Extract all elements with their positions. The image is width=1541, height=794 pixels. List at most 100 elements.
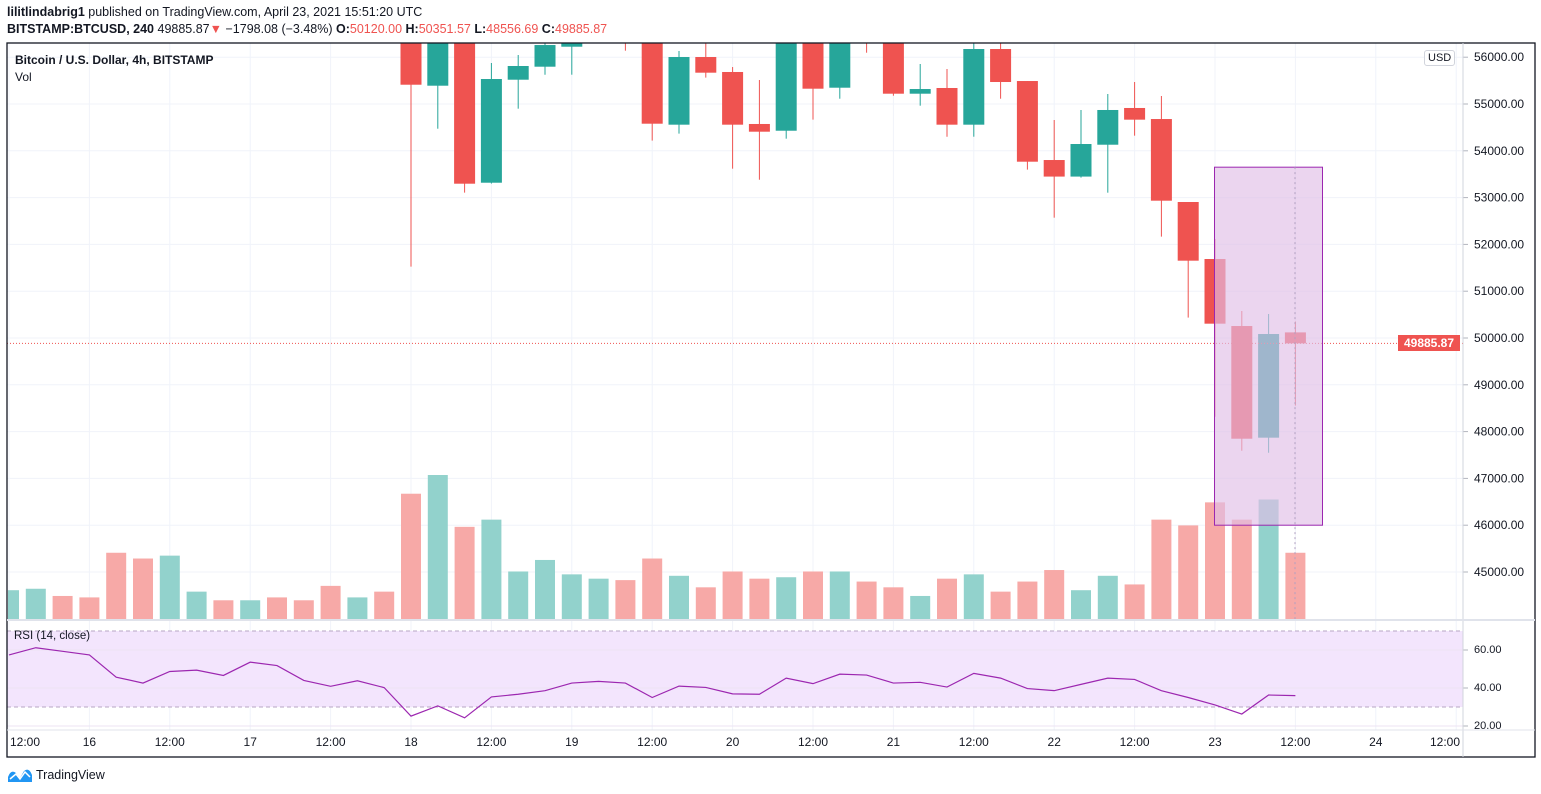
volume-bar [990, 591, 1011, 619]
price-tick-label: 53000.00 [1474, 191, 1524, 205]
rsi-pane: 60.00 40.00 20.00 [7, 630, 1502, 732]
time-tick-label: 21 [887, 735, 901, 749]
open-label: O: [336, 22, 350, 36]
time-tick-label: 23 [1208, 735, 1222, 749]
volume-bar [588, 578, 609, 619]
candle-body [1177, 201, 1199, 261]
volume-bar [133, 558, 153, 619]
volume-bar [25, 588, 46, 619]
candle [722, 67, 744, 169]
candle [1070, 109, 1092, 178]
chart-title: Bitcoin / U.S. Dollar, 4h, BITSTAMP [15, 53, 214, 67]
volume-bar [347, 597, 368, 619]
volume-bar [1124, 584, 1145, 619]
candle [866, 43, 868, 53]
volume-bar [1205, 502, 1225, 619]
time-tick-label: 12:00 [798, 735, 828, 749]
time-tick-label: 20 [726, 735, 740, 749]
candle-body [480, 79, 502, 183]
volume-bar [1071, 590, 1091, 619]
frame-border [6, 42, 1536, 758]
symbol: BITSTAMP:BTCUSD, 240 [7, 22, 155, 36]
volume-bar [883, 587, 904, 619]
candle [480, 63, 502, 184]
volume-bar [106, 552, 127, 619]
rsi-tick-label: 60.00 [1474, 644, 1502, 656]
price-tick-label: 46000.00 [1474, 518, 1524, 532]
tradingview-logo-icon [8, 769, 32, 782]
volume-bar [776, 577, 797, 619]
candle [668, 51, 690, 134]
candle-body [561, 43, 583, 47]
candle [1016, 81, 1038, 170]
volume-bar [561, 574, 582, 619]
rsi-band [7, 631, 1463, 707]
price-tick-label: 54000.00 [1474, 144, 1524, 158]
candle-body [936, 87, 958, 125]
volume-bar [240, 600, 261, 619]
rectangle-shape[interactable] [1214, 166, 1323, 526]
candle-body [722, 71, 744, 125]
close-value: 49885.87 [555, 22, 608, 36]
price-tick-label: 55000.00 [1474, 97, 1524, 111]
rsi-line [8, 647, 1296, 719]
candle-body [1043, 160, 1065, 177]
candle [1043, 120, 1065, 218]
time-tick-label: 16 [83, 735, 97, 749]
volume-legend: Vol [15, 70, 32, 84]
high-label: H: [405, 22, 419, 36]
time-axis[interactable]: 12:00 16 12:00 17 12:00 18 12:00 19 12:00 20 12:00… [10, 735, 1460, 749]
volume-bar [508, 571, 529, 619]
footer-logo[interactable]: TradingView [7, 767, 105, 783]
volume-bar [8, 590, 19, 619]
rsi-tick-label: 20.00 [1474, 720, 1502, 732]
currency-badge[interactable]: USD [1424, 50, 1456, 66]
volume-bar [427, 475, 448, 619]
volume-bar [669, 575, 689, 619]
time-tick-label: 12:00 [1280, 735, 1310, 749]
volume-bar [374, 591, 395, 619]
candle [534, 43, 556, 75]
candle [400, 43, 422, 267]
candle [641, 43, 663, 141]
volume-bar [481, 519, 502, 619]
candle [802, 43, 824, 120]
time-tick-label: 12:00 [637, 735, 667, 749]
time-tick-label: 12:00 [155, 735, 185, 749]
candle-body [641, 43, 663, 124]
grid [7, 43, 1463, 730]
candle [748, 79, 770, 180]
candle-body [507, 65, 529, 80]
time-tick-label: 17 [244, 735, 258, 749]
time-tick-label: 12:00 [476, 735, 506, 749]
price-tick-label: 50000.00 [1474, 331, 1524, 345]
candle [695, 43, 717, 78]
price-axis[interactable]: 56000.00 55000.00 54000.00 53000.00 52000.00… [1463, 50, 1524, 579]
candle-body [615, 10, 636, 29]
volume-bar [749, 578, 770, 619]
volume-bar [722, 571, 743, 619]
volume-bars [8, 475, 1306, 619]
low-label: L: [474, 22, 487, 36]
high-value: 50351.57 [418, 22, 471, 36]
candle-body [990, 49, 1012, 83]
author-name[interactable]: lilitlindabrig1 [7, 5, 85, 19]
price-tick-label: 48000.00 [1474, 425, 1524, 439]
candle-body [400, 43, 422, 85]
rsi-tick-label: 40.00 [1474, 682, 1502, 694]
candle-body [882, 43, 904, 94]
open-value: 50120.00 [349, 22, 403, 36]
candle-body [427, 43, 449, 86]
candle [1097, 93, 1119, 193]
volume-bar [615, 580, 636, 619]
candle-body [963, 49, 985, 125]
volume-bar [910, 595, 931, 619]
rectangle-drawing[interactable] [1214, 166, 1323, 619]
volume-bar [1178, 525, 1199, 619]
candle [990, 43, 1012, 99]
price-tick-label: 51000.00 [1474, 284, 1524, 298]
time-tick-label: 12:00 [10, 735, 40, 749]
candle [775, 43, 797, 139]
volume-bar [186, 591, 207, 619]
